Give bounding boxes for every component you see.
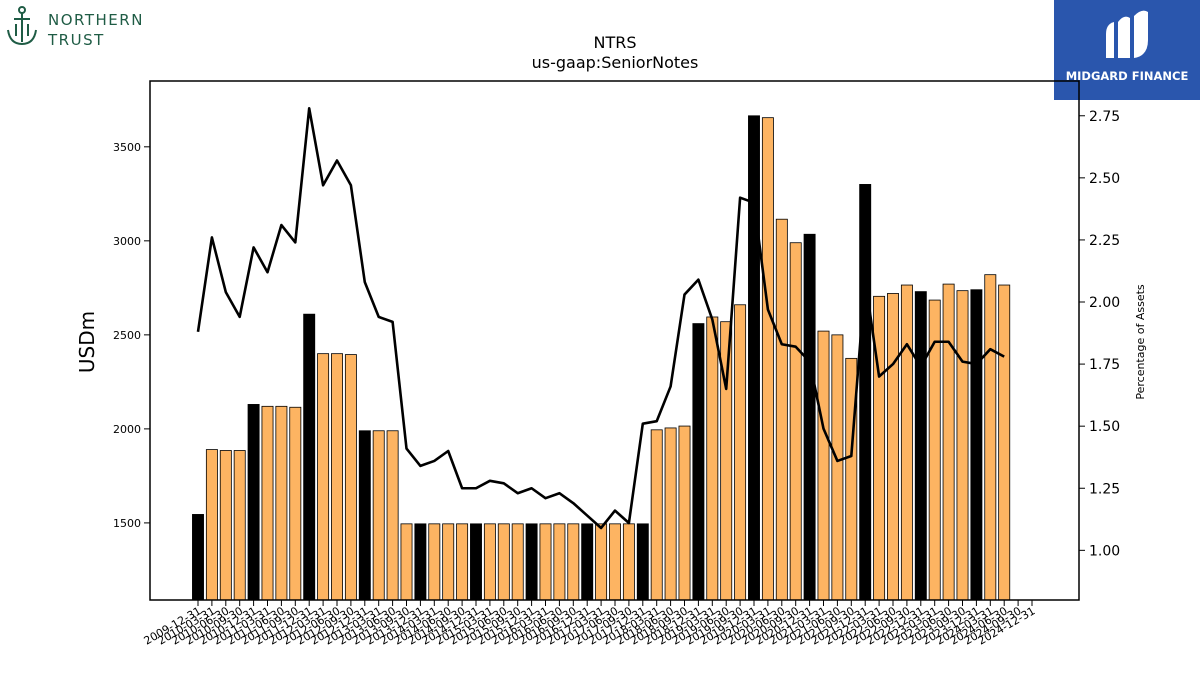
bar-2022-06-30 [887, 293, 899, 601]
bar-2013-09-30 [400, 523, 413, 601]
bar-2013-12-31 [414, 523, 427, 601]
bar-series [192, 115, 1011, 601]
y2-tick-label-2.5: 2.50 [1089, 171, 1120, 187]
bar-2019-09-30 [734, 304, 747, 601]
bar-2023-03-31 [928, 299, 941, 601]
bar-2024-06-30 [998, 284, 1011, 601]
bar-2015-06-30 [497, 523, 510, 601]
bar-2013-06-30 [386, 430, 399, 601]
anchor-icon [7, 6, 37, 46]
bar-2014-09-30 [456, 523, 469, 601]
bar-2016-03-31 [539, 523, 552, 601]
bar-2017-09-30 [622, 523, 635, 601]
y2-tick-label-1.75: 1.75 [1089, 357, 1120, 373]
bar-2023-12-31 [970, 289, 983, 601]
midgard-emblem-icon [1106, 10, 1148, 59]
chart-title: NTRS [593, 33, 636, 52]
bar-2012-12-31 [358, 430, 371, 601]
line-series [196, 107, 1005, 530]
y-tick-label-2000: 2000 [113, 423, 141, 436]
left-logo-line1: NORTHERN [48, 11, 144, 29]
bar-2022-12-31 [914, 291, 927, 601]
bar-2009-12-31 [192, 514, 204, 601]
bar-2015-03-31 [483, 523, 496, 601]
northern-trust-logo: NORTHERN TRUST [4, 4, 164, 52]
bar-2023-09-30 [956, 290, 969, 601]
bar-2019-12-31 [748, 115, 760, 601]
y2-tick-label-2.25: 2.25 [1089, 233, 1120, 249]
y2-tick-label-1.25: 1.25 [1089, 481, 1120, 497]
y-axis-left: 1500 2000 2500 3000 3500 [113, 141, 150, 530]
bar-2018-09-30 [678, 425, 691, 601]
bar-2020-03-31 [761, 117, 774, 601]
bar-2021-03-31 [817, 330, 830, 601]
x-axis: 2009-12-312010-03-312010-06-302010-09-30… [142, 600, 1038, 648]
bar-2021-06-30 [831, 334, 844, 601]
bar-2019-03-31 [706, 316, 719, 601]
y-tick-label-3000: 3000 [113, 235, 141, 248]
bar-2021-12-31 [859, 184, 872, 601]
bar-2022-09-30 [900, 284, 913, 601]
bar-2011-06-30 [275, 405, 288, 601]
midgard-finance-logo: MIDGARD FINANCE [1054, 0, 1200, 100]
bar-2014-03-31 [428, 523, 441, 601]
y2-tick-label-2.75: 2.75 [1089, 109, 1120, 125]
bar-2014-12-31 [470, 523, 482, 601]
bar-2020-12-31 [803, 233, 816, 601]
bar-2011-12-31 [303, 313, 316, 601]
bar-2010-06-30 [219, 450, 232, 601]
bar-2018-06-30 [664, 427, 677, 601]
bar-2018-12-31 [692, 323, 705, 601]
bar-2016-06-30 [553, 523, 566, 601]
y-tick-label-2500: 2500 [113, 329, 141, 342]
bar-2010-12-31 [247, 404, 260, 601]
bar-2012-03-31 [317, 353, 330, 601]
bar-2017-06-30 [609, 523, 621, 601]
bar-2017-03-31 [595, 523, 608, 601]
bar-2010-09-30 [233, 450, 246, 601]
right-logo-text: MIDGARD FINANCE [1065, 69, 1189, 83]
bar-2011-09-30 [289, 406, 302, 601]
bar-2017-12-31 [636, 523, 649, 601]
bar-2015-09-30 [511, 523, 524, 601]
bar-2020-09-30 [789, 242, 802, 601]
bar-2012-09-30 [344, 354, 357, 601]
bar-2013-03-31 [372, 430, 385, 601]
bar-2016-12-31 [581, 523, 594, 601]
bar-2024-03-31 [984, 274, 997, 601]
y-tick-label-3500: 3500 [113, 141, 141, 154]
y2-tick-label-2: 2.00 [1089, 295, 1120, 311]
bar-2012-06-30 [331, 353, 343, 601]
bar-2020-06-30 [775, 218, 788, 601]
percentage-of-assets-line [196, 107, 1005, 530]
bar-2016-09-30 [567, 523, 580, 601]
y-axis-right: 1.00 1.25 1.50 1.75 2.00 2.25 2.50 2.75 [1079, 109, 1120, 559]
bar-2010-03-31 [205, 449, 218, 601]
bar-2011-03-31 [261, 405, 274, 601]
y-axis-label: USDm [75, 311, 99, 373]
left-logo-line2: TRUST [48, 31, 105, 49]
bar-2018-03-31 [650, 429, 663, 601]
y2-tick-label-1.5: 1.50 [1089, 419, 1120, 435]
y2-axis-label: Percentage of Assets [1134, 284, 1147, 400]
bar-2015-12-31 [525, 523, 538, 601]
bar-2014-06-30 [442, 523, 455, 601]
chart-subtitle: us-gaap:SeniorNotes [532, 53, 699, 72]
y-tick-label-1500: 1500 [113, 517, 141, 530]
y2-tick-label-1: 1.00 [1089, 543, 1120, 559]
bar-2023-06-30 [942, 283, 955, 601]
plot-frame [149, 80, 1080, 601]
